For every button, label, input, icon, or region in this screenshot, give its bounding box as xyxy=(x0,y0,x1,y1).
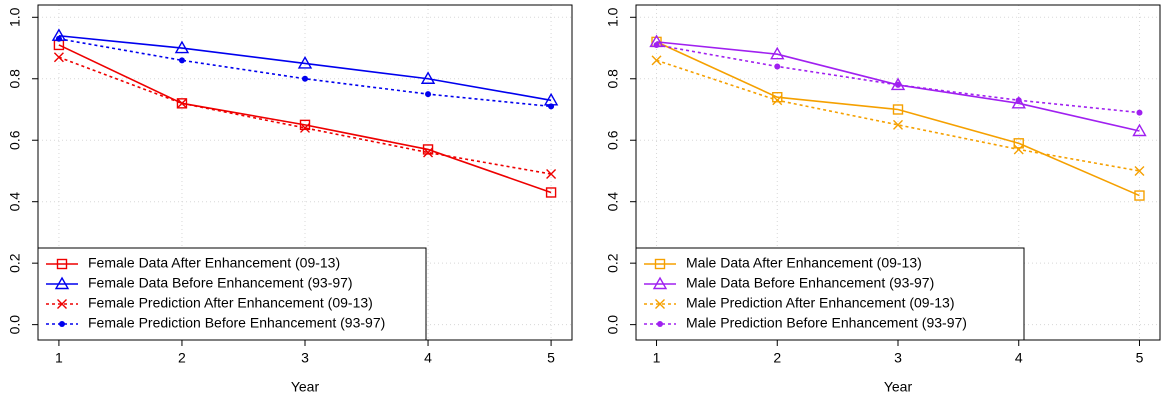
marker-square xyxy=(422,144,434,155)
marker-x xyxy=(53,52,64,63)
legend-marker xyxy=(59,321,65,327)
series-line xyxy=(58,44,552,194)
legend-label: Male Prediction After Enhancement (09-13… xyxy=(686,295,954,311)
series-line xyxy=(58,38,552,108)
marker-dot xyxy=(895,81,901,88)
series-line xyxy=(656,41,1140,197)
series-line xyxy=(58,34,552,102)
x-axis-label: Year xyxy=(884,379,913,395)
x-tick-label: 2 xyxy=(178,350,186,366)
marker-x xyxy=(893,119,903,130)
y-tick-label: 0.2 xyxy=(7,253,23,273)
y-tick-label: 0.4 xyxy=(7,192,23,212)
legend-marker xyxy=(54,276,70,290)
y-tick-label: 0.2 xyxy=(605,253,621,273)
y-tick-label: 1.0 xyxy=(7,7,23,27)
marker-triangle xyxy=(1011,95,1026,109)
panel: 0.0 0.2 0.4 0.6 0.8 1.0 1 2 3 4 5 Year Male Data Aft… xyxy=(605,4,1161,395)
marker-square xyxy=(176,98,188,109)
marker-x xyxy=(651,55,662,66)
legend: Female Data After Enhancement (09-13) Fem… xyxy=(37,247,427,341)
y-tick-label: 0.6 xyxy=(7,130,23,150)
legend-label: Female Prediction After Enhancement (09-… xyxy=(88,295,373,311)
legend-marker xyxy=(57,299,67,309)
legend-label: Male Data After Enhancement (09-13) xyxy=(686,255,922,271)
marker-dot xyxy=(302,75,308,82)
marker-dot xyxy=(774,63,781,70)
marker-x xyxy=(546,169,557,180)
x-tick-label: 4 xyxy=(1015,350,1023,366)
y-tick-label: 1.0 xyxy=(605,7,621,27)
x-tick-label: 4 xyxy=(424,350,432,366)
marker-dot xyxy=(178,57,185,64)
legend-marker xyxy=(652,276,668,290)
y-tick-label: 0.6 xyxy=(605,130,621,150)
marker-square xyxy=(1134,190,1145,201)
marker-triangle xyxy=(1132,123,1147,137)
marker-triangle xyxy=(297,55,313,69)
legend-label: Female Data Before Enhancement (93-97) xyxy=(88,275,353,291)
marker-square xyxy=(1013,138,1024,149)
legend-box xyxy=(635,247,1025,341)
series-line xyxy=(656,59,1140,172)
marker-dot xyxy=(55,35,62,42)
marker-dot xyxy=(425,91,432,98)
x-tick-label: 1 xyxy=(653,350,661,366)
series-line xyxy=(58,56,552,175)
marker-dot xyxy=(653,41,660,48)
y-tick-label: 0.0 xyxy=(7,315,23,335)
y-tick-label: 0.4 xyxy=(605,192,621,212)
marker-triangle xyxy=(420,71,436,84)
x-tick-label: 5 xyxy=(547,350,555,366)
x-tick-label: 2 xyxy=(773,350,781,366)
x-tick-label: 3 xyxy=(894,350,902,366)
x-tick-label: 5 xyxy=(1136,350,1144,366)
marker-triangle xyxy=(770,46,785,60)
marker-x xyxy=(1134,165,1145,176)
marker-dot xyxy=(1015,97,1022,104)
legend-label: Male Prediction Before Enhancement (93-9… xyxy=(686,315,967,331)
y-tick-label: 0.0 xyxy=(605,315,621,335)
x-axis-label: Year xyxy=(291,379,320,395)
marker-square xyxy=(772,92,783,103)
panel: 0.0 0.2 0.4 0.6 0.8 1.0 1 2 3 4 5 Year Female Data A… xyxy=(7,4,573,395)
marker-x xyxy=(300,122,310,133)
legend-label: Male Data Before Enhancement (93-97) xyxy=(686,275,934,291)
legend-marker xyxy=(654,258,666,270)
x-tick-label: 3 xyxy=(301,350,309,366)
marker-x xyxy=(423,147,434,158)
marker-square xyxy=(299,119,311,131)
marker-dot xyxy=(548,103,555,110)
marker-dot xyxy=(1136,109,1143,116)
y-tick-label: 0.8 xyxy=(7,69,23,89)
legend-marker xyxy=(657,321,663,327)
marker-x xyxy=(772,95,783,106)
marker-triangle xyxy=(174,40,190,54)
marker-square xyxy=(892,104,904,115)
legend-box xyxy=(37,247,427,341)
marker-square xyxy=(545,187,557,198)
marker-x xyxy=(1013,144,1024,155)
y-tick-label: 0.8 xyxy=(605,69,621,89)
marker-x xyxy=(176,98,187,109)
x-tick-label: 1 xyxy=(55,350,63,366)
legend: Male Data After Enhancement (09-13) Male … xyxy=(635,247,1025,341)
legend-label: Female Data After Enhancement (09-13) xyxy=(88,255,340,271)
legend-label: Female Prediction Before Enhancement (93… xyxy=(88,315,385,331)
legend-marker xyxy=(655,299,665,309)
legend-marker xyxy=(56,258,68,270)
